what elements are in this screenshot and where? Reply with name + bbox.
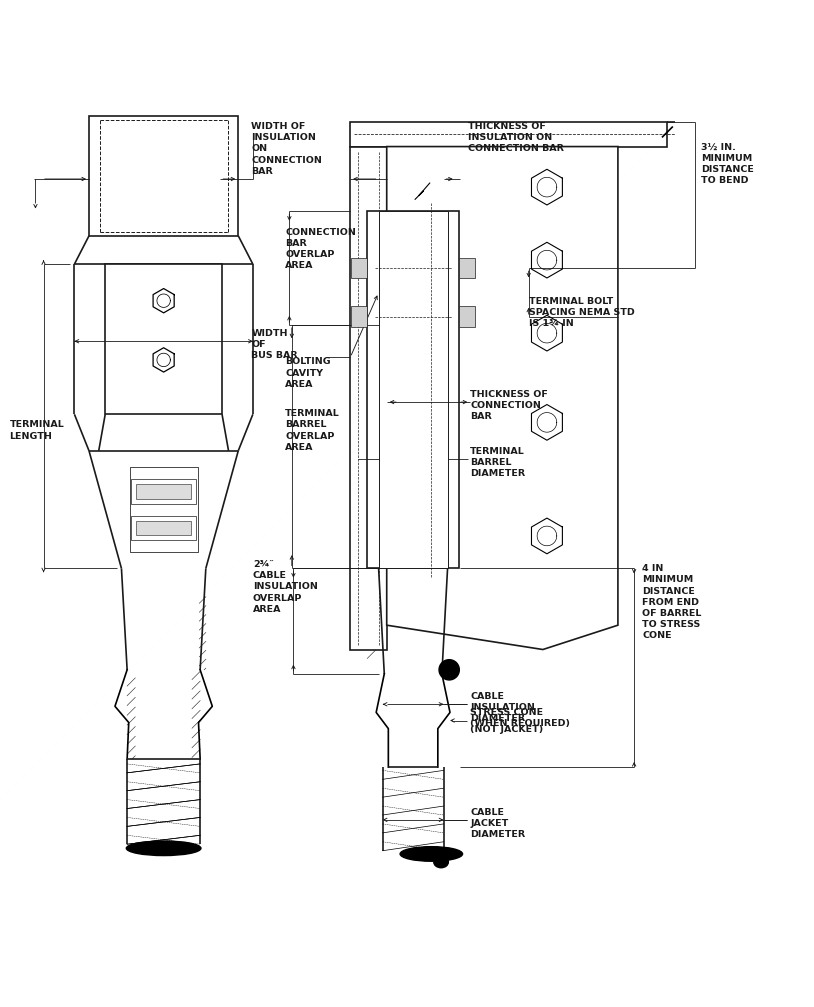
Bar — [350, 147, 387, 650]
Bar — [350, 122, 667, 147]
Bar — [131, 516, 196, 540]
Polygon shape — [387, 147, 618, 650]
Bar — [351, 306, 367, 326]
Ellipse shape — [126, 841, 201, 856]
Bar — [379, 211, 448, 568]
Text: TERMINAL
BARREL
OVERLAP
AREA: TERMINAL BARREL OVERLAP AREA — [286, 409, 340, 452]
Text: TERMINAL BOLT
SPACING NEMA STD
IS 1¾ IN: TERMINAL BOLT SPACING NEMA STD IS 1¾ IN — [528, 297, 634, 328]
Bar — [89, 116, 239, 236]
Bar — [459, 306, 475, 326]
Bar — [351, 258, 367, 278]
Bar — [136, 484, 191, 498]
Text: 3½ IN.
MINIMUM
DISTANCE
TO BEND: 3½ IN. MINIMUM DISTANCE TO BEND — [701, 143, 754, 185]
Text: STRESS CONE
(WHEN REQUIRED): STRESS CONE (WHEN REQUIRED) — [470, 708, 571, 728]
Text: WIDTH
OF
BUS BAR: WIDTH OF BUS BAR — [252, 329, 298, 361]
Text: BOLTING
CAVITY
AREA: BOLTING CAVITY AREA — [286, 357, 331, 389]
Ellipse shape — [434, 856, 449, 868]
Text: WIDTH OF
INSULATION
ON
CONNECTION
BAR: WIDTH OF INSULATION ON CONNECTION BAR — [252, 122, 322, 175]
Text: TERMINAL
BARREL
DIAMETER: TERMINAL BARREL DIAMETER — [470, 447, 525, 478]
Text: THICKNESS OF
INSULATION ON
CONNECTION BAR: THICKNESS OF INSULATION ON CONNECTION BA… — [468, 122, 564, 153]
Ellipse shape — [439, 660, 459, 680]
Ellipse shape — [400, 847, 462, 861]
Bar — [105, 264, 222, 414]
Text: TERMINAL
LENGTH: TERMINAL LENGTH — [10, 421, 64, 440]
Bar — [129, 467, 198, 552]
Bar — [367, 211, 459, 568]
Text: CABLE
INSULATION
DIAMETER
(NOT JACKET): CABLE INSULATION DIAMETER (NOT JACKET) — [470, 692, 544, 734]
Bar — [131, 479, 196, 504]
Text: THICKNESS OF
CONNECTION
BAR: THICKNESS OF CONNECTION BAR — [470, 390, 548, 421]
Text: CABLE
JACKET
DIAMETER: CABLE JACKET DIAMETER — [470, 808, 525, 839]
Text: CONNECTION
BAR
OVERLAP
AREA: CONNECTION BAR OVERLAP AREA — [286, 228, 357, 270]
Text: 4 IN
MINIMUM
DISTANCE
FROM END
OF BARREL
TO STRESS
CONE: 4 IN MINIMUM DISTANCE FROM END OF BARREL… — [642, 564, 702, 639]
Bar — [459, 258, 475, 278]
Text: 2¾″
CABLE
INSULATION
OVERLAP
AREA: 2¾″ CABLE INSULATION OVERLAP AREA — [253, 560, 317, 613]
Bar — [136, 521, 191, 535]
